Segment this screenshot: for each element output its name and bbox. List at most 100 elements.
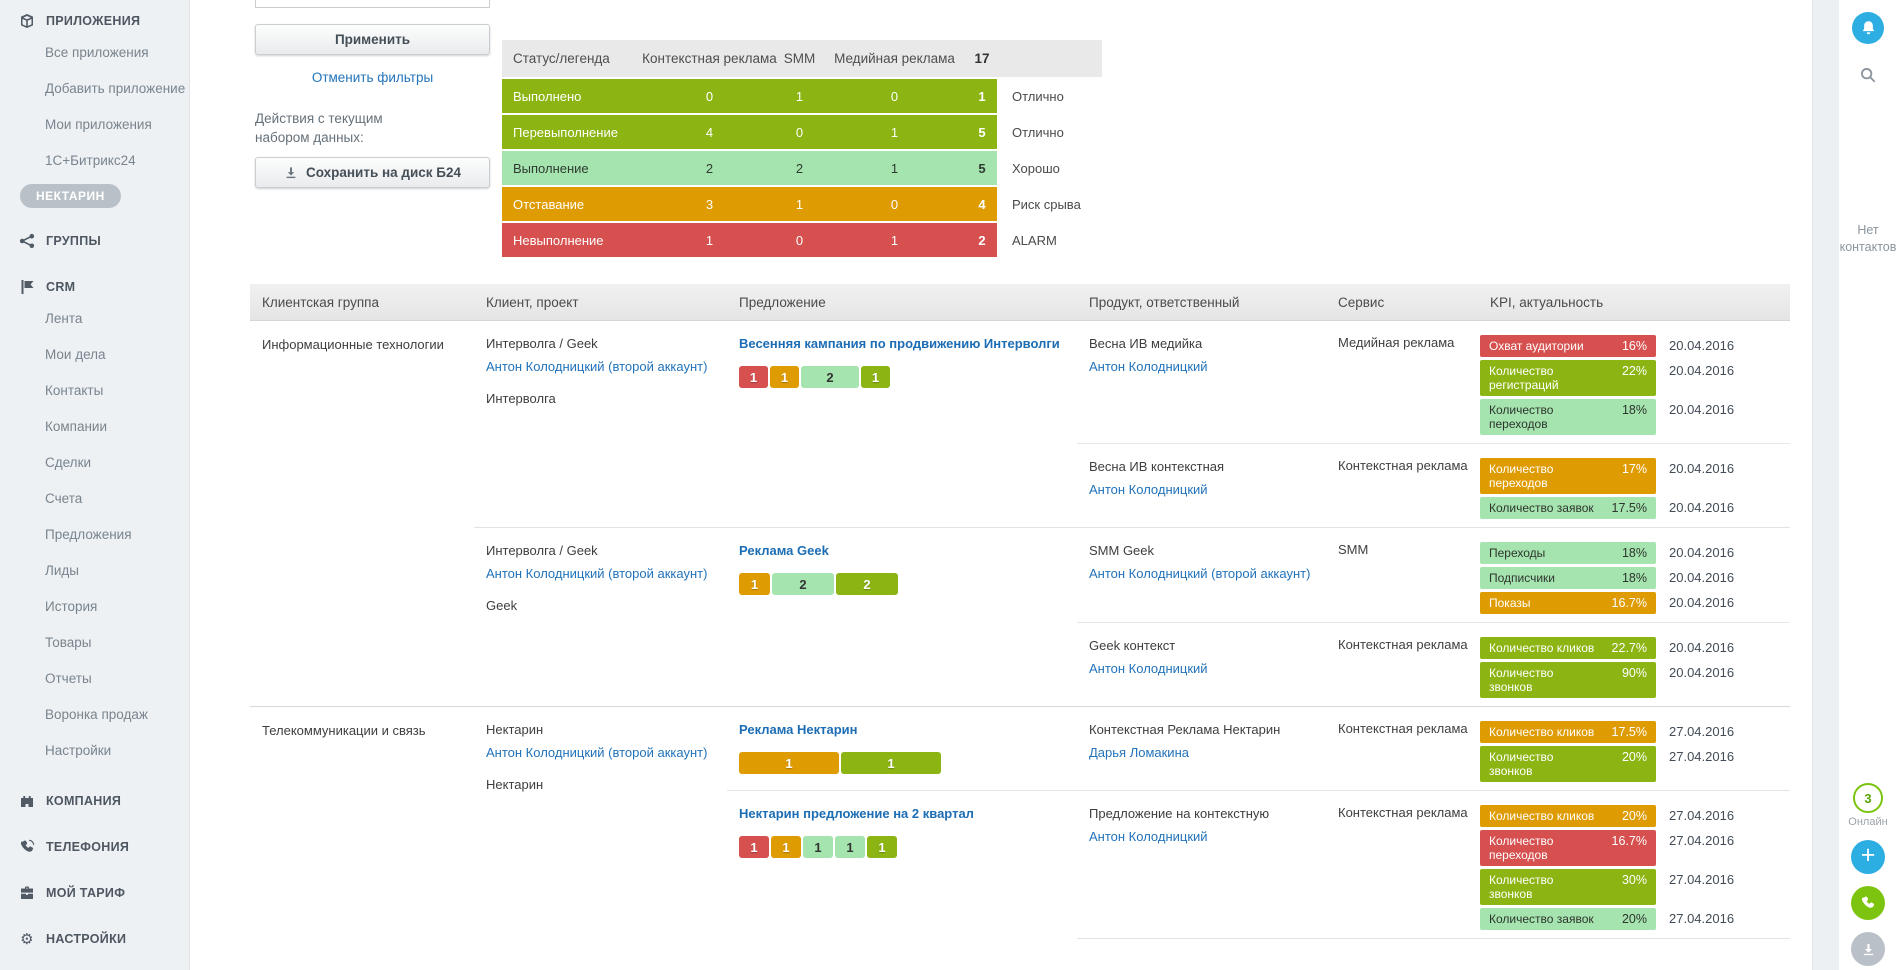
kpi-date: 27.04.2016: [1669, 911, 1735, 926]
kpi-row: Количество переходов 16.7% 27.04.2016: [1480, 830, 1790, 866]
status-count-badge: 2: [801, 366, 859, 388]
product-person-link[interactable]: Антон Колодницкий: [1089, 661, 1208, 676]
table-header-cell: KPI, актуальность: [1490, 294, 1604, 310]
kpi-date: 20.04.2016: [1669, 402, 1735, 417]
kpi-value: 16%: [1621, 339, 1647, 353]
sidebar-item[interactable]: Счета: [45, 490, 83, 506]
search-button[interactable]: [1859, 66, 1877, 84]
sidebar-section-telephony[interactable]: ТЕЛЕФОНИЯ: [0, 834, 189, 860]
sidebar-item[interactable]: Контакты: [45, 382, 104, 398]
table-header-cell: Сервис: [1338, 294, 1385, 310]
sidebar-item[interactable]: Отчеты: [45, 670, 92, 686]
product-name: Контекстная Реклама Нектарин: [1089, 722, 1281, 737]
kpi-badge: Количество заявок 20%: [1480, 908, 1656, 930]
kpi-label: Переходы: [1489, 546, 1546, 560]
kpi-data-table: Клиентская группа Клиент, проект Предложен…: [250, 284, 1790, 953]
client-manager-link[interactable]: Антон Колодницкий (второй аккаунт): [486, 359, 708, 374]
product-person-link[interactable]: Антон Колодницкий: [1089, 482, 1208, 497]
sidebar-item[interactable]: Лента: [45, 310, 83, 326]
legend-status-name: Перевыполнение: [513, 124, 618, 140]
table-header-cell: Предложение: [739, 294, 826, 310]
sidebar-item[interactable]: Товары: [45, 634, 92, 650]
client-manager-link[interactable]: Антон Колодницкий (второй аккаунт): [486, 745, 708, 760]
sidebar-section-settings[interactable]: ⚙ НАСТРОЙКИ: [0, 926, 189, 952]
sidebar-item[interactable]: 1С+Битрикс24: [45, 152, 136, 168]
status-count-badge: 1: [835, 836, 865, 858]
sidebar-item[interactable]: Мои приложения: [45, 116, 152, 132]
notifications-button[interactable]: [1852, 12, 1884, 44]
status-count-badge: 1: [739, 752, 839, 774]
legend-value: 1: [795, 88, 804, 104]
sidebar-section-groups[interactable]: ГРУППЫ: [0, 228, 189, 254]
status-count-badge: 1: [771, 836, 801, 858]
legend-total-count: 17: [974, 51, 990, 66]
proposal-link[interactable]: Нектарин предложение на 2 квартал: [739, 806, 974, 821]
product-person-link[interactable]: Антон Колодницкий: [1089, 359, 1208, 374]
sidebar-item[interactable]: Настройки: [45, 742, 112, 758]
legend-status-label: Отлично: [1012, 124, 1064, 140]
telephony-icon: [18, 839, 36, 855]
call-button[interactable]: [1851, 886, 1885, 920]
kpi-row: Переходы 18% 20.04.2016: [1480, 542, 1790, 564]
kpi-label: Количество заявок: [1489, 912, 1594, 926]
product-person-link[interactable]: Антон Колодницкий (второй аккаунт): [1089, 566, 1311, 581]
kpi-label: Количество кликов: [1489, 809, 1595, 823]
company-icon: [18, 793, 36, 809]
sidebar-item[interactable]: Компании: [45, 418, 108, 434]
download-app-button[interactable]: [1851, 932, 1885, 966]
kpi-row: Количество регистраций 22% 20.04.2016: [1480, 360, 1790, 396]
kpi-row: Показы 16.7% 20.04.2016: [1480, 592, 1790, 614]
sidebar-item[interactable]: История: [45, 598, 98, 614]
sidebar-section-crm[interactable]: CRM: [0, 274, 189, 300]
kpi-date: 20.04.2016: [1669, 545, 1735, 560]
sidebar-section-apps[interactable]: ПРИЛОЖЕНИЯ: [0, 8, 189, 34]
kpi-date: 27.04.2016: [1669, 872, 1735, 887]
proposal-link[interactable]: Реклама Geek: [739, 543, 829, 558]
legend-header-cell: Медийная реклама: [834, 51, 955, 66]
legend-value: 1: [890, 160, 899, 176]
kpi-value: 18%: [1621, 546, 1647, 560]
kpi-badge: Охват аудитории 16%: [1480, 335, 1656, 357]
sidebar-item[interactable]: Воронка продаж: [45, 706, 148, 722]
sidebar-item[interactable]: Все приложения: [45, 44, 149, 60]
legend-header-block: Статус/легенда Контекстная реклама SMM Меди…: [502, 40, 997, 77]
apply-button[interactable]: Применить: [255, 24, 490, 55]
sidebar-item[interactable]: Сделки: [45, 454, 92, 470]
product-person-link[interactable]: Дарья Ломакина: [1089, 745, 1189, 760]
table-header-cell: Клиентская группа: [262, 294, 379, 310]
legend-value: 2: [705, 160, 714, 176]
sidebar-section-company[interactable]: КОМПАНИЯ: [0, 788, 189, 814]
service-cell: Медийная реклама: [1338, 335, 1455, 350]
status-count-badge: 2: [836, 573, 898, 595]
kpi-date: 20.04.2016: [1669, 570, 1735, 585]
kpi-date: 20.04.2016: [1669, 595, 1735, 610]
save-to-disk-button[interactable]: Сохранить на диск Б24: [255, 157, 490, 188]
cancel-filters-link[interactable]: Отменить фильтры: [311, 70, 434, 85]
right-rail: Нет контактов 3 Онлайн +: [1839, 0, 1896, 970]
client-manager-link[interactable]: Антон Колодницкий (второй аккаунт): [486, 566, 708, 581]
sidebar-section-label: CRM: [46, 280, 76, 294]
status-count-badge: 1: [739, 836, 769, 858]
kpi-cell: Количество кликов 22.7% 20.04.2016 Количест…: [1478, 631, 1790, 698]
client-name: Нектарин: [486, 722, 544, 737]
kpi-date: 27.04.2016: [1669, 833, 1735, 848]
sidebar-item[interactable]: Лиды: [45, 562, 79, 578]
table-row-divider: [1077, 938, 1790, 953]
save-button-label: Сохранить на диск Б24: [305, 165, 462, 180]
client-project: Нектарин: [486, 777, 544, 792]
legend-row: Выполнение 2 2 1 5 Хорошо: [502, 151, 1102, 185]
proposal-link[interactable]: Весенняя кампания по продвижению Интерво…: [739, 336, 1060, 351]
kpi-badge: Количество регистраций 22%: [1480, 360, 1656, 396]
kpi-badge: Количество кликов 17.5%: [1480, 721, 1656, 743]
sidebar-item[interactable]: Добавить приложение: [45, 80, 186, 96]
kpi-date: 27.04.2016: [1669, 724, 1735, 739]
sidebar-item[interactable]: Предложения: [45, 526, 132, 542]
filter-input[interactable]: [255, 0, 490, 8]
sidebar-section-tariff[interactable]: МОЙ ТАРИФ: [0, 880, 189, 906]
sidebar-app-badge[interactable]: НЕКТАРИН: [20, 184, 121, 208]
sidebar-item[interactable]: Мои дела: [45, 346, 106, 362]
kpi-badge: Показы 16.7%: [1480, 592, 1656, 614]
add-button[interactable]: +: [1851, 840, 1885, 874]
proposal-link[interactable]: Реклама Нектарин: [739, 722, 858, 737]
product-person-link[interactable]: Антон Колодницкий: [1089, 829, 1208, 844]
